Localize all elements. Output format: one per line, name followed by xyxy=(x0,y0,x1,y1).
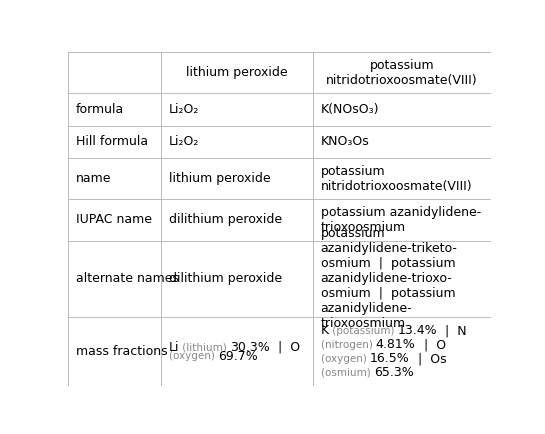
Text: (osmium): (osmium) xyxy=(320,368,374,378)
Text: K(NOsO₃): K(NOsO₃) xyxy=(320,103,379,116)
Text: formula: formula xyxy=(76,103,124,116)
Text: Hill formula: Hill formula xyxy=(76,135,148,148)
Text: potassium
nitridotrioxoosmate(VIII): potassium nitridotrioxoosmate(VIII) xyxy=(320,164,473,193)
Text: |  O: | O xyxy=(416,338,446,351)
Text: dilithium peroxide: dilithium peroxide xyxy=(168,273,282,286)
Text: potassium
azanidylidene-triketo-
osmium  |  potassium
azanidylidene-trioxo-
osmi: potassium azanidylidene-triketo- osmium … xyxy=(320,227,458,331)
Text: |  O: | O xyxy=(270,341,300,354)
Text: 69.7%: 69.7% xyxy=(218,350,258,363)
Text: alternate names: alternate names xyxy=(76,273,179,286)
Text: (oxygen): (oxygen) xyxy=(168,352,218,362)
Text: Li₂O₂: Li₂O₂ xyxy=(168,135,199,148)
Text: (potassium): (potassium) xyxy=(329,326,398,336)
Text: |  Os: | Os xyxy=(410,352,446,365)
Text: dilithium peroxide: dilithium peroxide xyxy=(168,214,282,227)
Text: name: name xyxy=(76,172,111,185)
Text: K: K xyxy=(320,324,329,337)
Text: potassium azanidylidene-
trioxoosmium: potassium azanidylidene- trioxoosmium xyxy=(320,206,481,234)
Text: IUPAC name: IUPAC name xyxy=(76,214,152,227)
Text: (oxygen): (oxygen) xyxy=(320,354,370,364)
Text: 13.4%: 13.4% xyxy=(398,324,437,337)
Text: Li: Li xyxy=(168,341,179,354)
Text: potassium
nitridotrioxoosmate(VIII): potassium nitridotrioxoosmate(VIII) xyxy=(326,59,477,87)
Text: (lithium): (lithium) xyxy=(179,342,230,352)
Text: 30.3%: 30.3% xyxy=(230,341,270,354)
Text: 65.3%: 65.3% xyxy=(374,366,414,379)
Text: lithium peroxide: lithium peroxide xyxy=(186,66,288,79)
Text: KNO₃Os: KNO₃Os xyxy=(320,135,370,148)
Text: 4.81%: 4.81% xyxy=(376,338,416,351)
Text: mass fractions: mass fractions xyxy=(76,345,167,358)
Text: 16.5%: 16.5% xyxy=(370,352,410,365)
Text: lithium peroxide: lithium peroxide xyxy=(168,172,270,185)
Text: |  N: | N xyxy=(437,324,467,337)
Text: Li₂O₂: Li₂O₂ xyxy=(168,103,199,116)
Text: (nitrogen): (nitrogen) xyxy=(320,340,376,350)
